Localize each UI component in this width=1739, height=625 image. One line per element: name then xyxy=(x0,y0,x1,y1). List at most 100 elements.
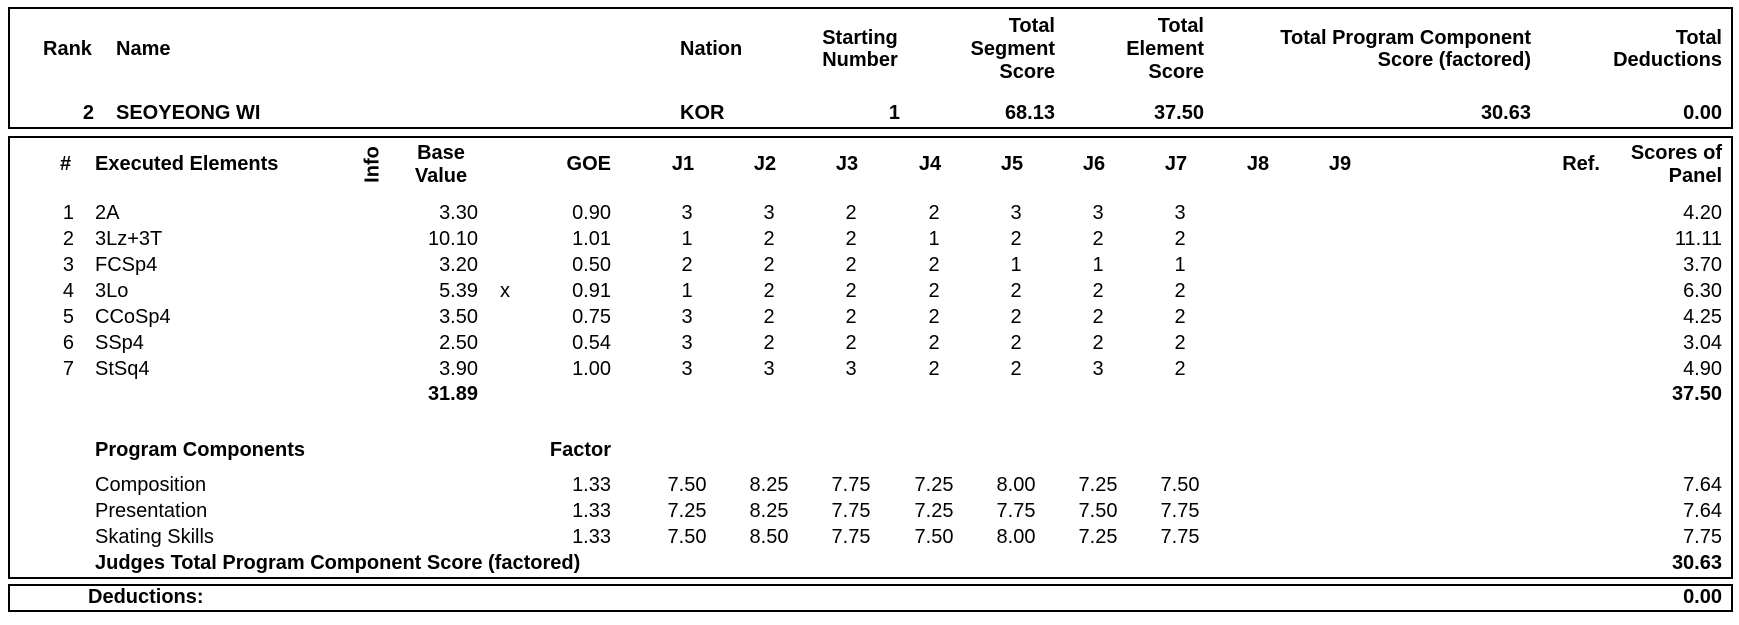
component-judge-score-j6: 7.25 xyxy=(1078,526,1118,548)
element-number: 6 xyxy=(62,332,74,354)
element-judge-score-j6: 2 xyxy=(1092,332,1104,354)
element-number: 3 xyxy=(62,254,74,276)
element-panel-score: 4.90 xyxy=(1683,358,1722,380)
judges-details-box xyxy=(8,136,1733,579)
element-goe: 0.50 xyxy=(572,254,611,276)
element-judge-score-j7: 2 xyxy=(1174,332,1186,354)
element-judge-score-j1: 1 xyxy=(681,280,693,302)
starting-number-header-line1: Starting xyxy=(822,27,898,49)
tes-header-line1: Total xyxy=(1157,15,1204,37)
skater-total-pcs: 30.63 xyxy=(1480,102,1531,124)
element-name: FCSp4 xyxy=(95,254,158,276)
component-judge-score-j5: 7.75 xyxy=(996,500,1036,522)
component-judge-score-j2: 8.50 xyxy=(749,526,789,548)
element-judge-score-j2: 2 xyxy=(763,228,775,250)
element-judge-score-j3: 3 xyxy=(845,358,857,380)
skater-total-element-score: 37.50 xyxy=(1153,102,1204,124)
component-judge-score-j4: 7.25 xyxy=(914,500,954,522)
element-goe: 0.54 xyxy=(572,332,611,354)
element-name: CCoSp4 xyxy=(95,306,171,328)
rank-header: Rank xyxy=(43,38,92,60)
tes-header-line2: Element xyxy=(1126,38,1204,60)
component-judge-score-j7: 7.75 xyxy=(1160,526,1200,548)
component-judge-score-j4: 7.50 xyxy=(914,526,954,548)
element-judge-score-j2: 3 xyxy=(763,202,775,224)
element-name: SSp4 xyxy=(95,332,144,354)
skater-total-segment-score: 68.13 xyxy=(1004,102,1055,124)
nation-header: Nation xyxy=(680,38,743,60)
element-number: 1 xyxy=(62,202,74,224)
element-judge-score-j2: 2 xyxy=(763,332,775,354)
component-name: Presentation xyxy=(95,500,208,522)
element-name: 3Lz+3T xyxy=(95,228,163,250)
element-base-value: 3.50 xyxy=(439,306,478,328)
element-judge-score-j4: 2 xyxy=(928,280,940,302)
component-judge-score-j1: 7.50 xyxy=(667,474,707,496)
component-judge-score-j3: 7.75 xyxy=(831,474,871,496)
element-number: 4 xyxy=(62,280,74,302)
deductions-value: 0.00 xyxy=(1683,586,1722,608)
element-judge-score-j4: 2 xyxy=(928,332,940,354)
element-judge-score-j5: 2 xyxy=(1010,280,1022,302)
element-judge-score-j3: 2 xyxy=(845,202,857,224)
element-panel-score: 4.25 xyxy=(1683,306,1722,328)
element-number: 2 xyxy=(62,228,74,250)
tes-header-line3: Score xyxy=(1148,61,1204,83)
element-judge-score-j7: 2 xyxy=(1174,306,1186,328)
skater-name: SEOYEONG WI xyxy=(116,102,261,124)
element-judge-score-j6: 3 xyxy=(1092,358,1104,380)
base-value-header-line1: Base xyxy=(417,142,465,164)
element-judge-score-j2: 2 xyxy=(763,280,775,302)
element-goe: 1.01 xyxy=(572,228,611,250)
element-judge-score-j6: 3 xyxy=(1092,202,1104,224)
element-judge-score-j7: 1 xyxy=(1174,254,1186,276)
component-panel-score: 7.64 xyxy=(1683,500,1722,522)
judge-header-j8: J8 xyxy=(1246,153,1270,175)
element-judge-score-j2: 3 xyxy=(763,358,775,380)
element-judge-score-j5: 1 xyxy=(1010,254,1022,276)
tss-header-line2: Segment xyxy=(970,38,1055,60)
element-judge-score-j2: 2 xyxy=(763,254,775,276)
component-judge-score-j1: 7.50 xyxy=(667,526,707,548)
component-name: Skating Skills xyxy=(95,526,214,548)
component-factor: 1.33 xyxy=(572,474,611,496)
skater-rank: 2 xyxy=(82,102,94,124)
starting-number-header-line2: Number xyxy=(822,49,898,71)
element-judge-score-j3: 2 xyxy=(845,280,857,302)
goe-header: GOE xyxy=(566,153,611,175)
element-base-value: 3.20 xyxy=(439,254,478,276)
component-factor: 1.33 xyxy=(572,526,611,548)
element-goe: 1.00 xyxy=(572,358,611,380)
element-number: 5 xyxy=(62,306,74,328)
element-judge-score-j1: 3 xyxy=(681,358,693,380)
element-judge-score-j1: 1 xyxy=(681,228,693,250)
component-judge-score-j2: 8.25 xyxy=(749,474,789,496)
element-panel-score: 3.04 xyxy=(1683,332,1722,354)
element-base-value: 2.50 xyxy=(439,332,478,354)
tss-header-line1: Total xyxy=(1008,15,1055,37)
element-judge-score-j2: 2 xyxy=(763,306,775,328)
element-base-value: 3.30 xyxy=(439,202,478,224)
component-judge-score-j7: 7.50 xyxy=(1160,474,1200,496)
component-judge-score-j3: 7.75 xyxy=(831,500,871,522)
element-base-value: 3.90 xyxy=(439,358,478,380)
element-judge-score-j4: 2 xyxy=(928,306,940,328)
element-judge-score-j6: 2 xyxy=(1092,280,1104,302)
element-judge-score-j5: 2 xyxy=(1010,306,1022,328)
component-panel-score: 7.64 xyxy=(1683,474,1722,496)
element-panel-score: 11.11 xyxy=(1674,228,1722,250)
element-judge-score-j6: 1 xyxy=(1092,254,1104,276)
deductions-header-line1: Total xyxy=(1675,27,1722,49)
element-base-value: 10.10 xyxy=(427,228,478,250)
element-judge-score-j3: 2 xyxy=(845,228,857,250)
element-judge-score-j3: 2 xyxy=(845,332,857,354)
skater-starting-number: 1 xyxy=(888,102,900,124)
component-panel-score: 7.75 xyxy=(1683,526,1722,548)
element-bonus-mark: x xyxy=(500,280,510,302)
judge-header-j3: J3 xyxy=(835,153,859,175)
component-judge-score-j2: 8.25 xyxy=(749,500,789,522)
component-judge-score-j6: 7.50 xyxy=(1078,500,1118,522)
element-judge-score-j4: 2 xyxy=(928,202,940,224)
element-judge-score-j7: 2 xyxy=(1174,228,1186,250)
element-panel-score: 6.30 xyxy=(1683,280,1722,302)
